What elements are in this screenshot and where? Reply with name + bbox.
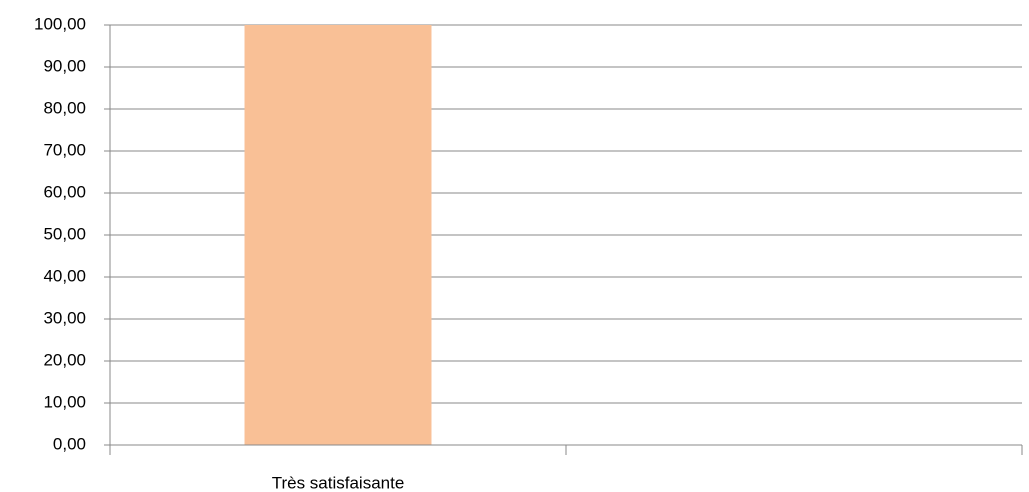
y-tick-label: 20,00	[43, 350, 86, 369]
y-tick-label: 40,00	[43, 266, 86, 285]
x-tick-label: Très satisfaisante	[272, 473, 405, 492]
y-tick-label: 30,00	[43, 308, 86, 327]
y-tick-label: 10,00	[43, 392, 86, 411]
y-tick-label: 80,00	[43, 98, 86, 117]
y-tick-label: 70,00	[43, 140, 86, 159]
y-tick-label: 50,00	[43, 224, 86, 243]
bar	[244, 25, 432, 445]
y-tick-label: 60,00	[43, 182, 86, 201]
y-tick-label: 0,00	[53, 434, 86, 453]
y-tick-label: 90,00	[43, 56, 86, 75]
y-tick-label: 100,00	[34, 14, 86, 33]
